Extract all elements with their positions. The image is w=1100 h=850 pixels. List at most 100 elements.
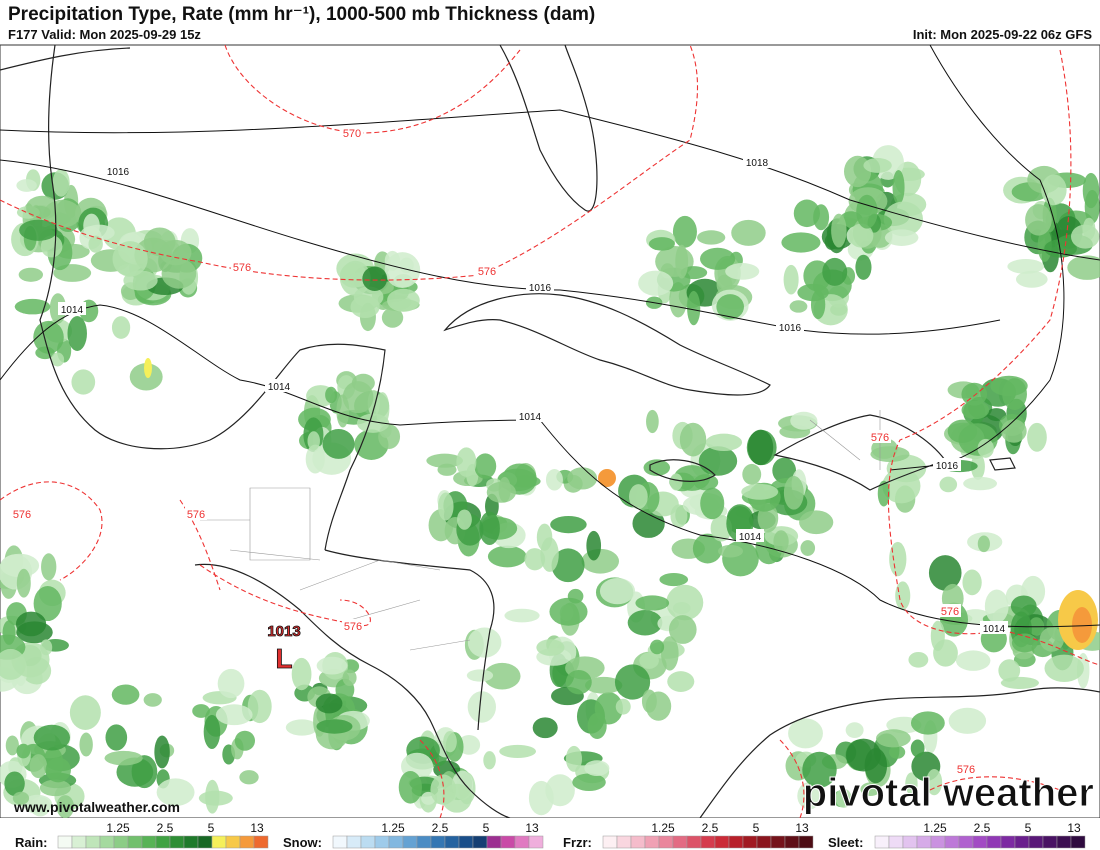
legend-swatch xyxy=(756,835,772,849)
rain-area xyxy=(567,467,598,490)
rain-area xyxy=(955,650,991,671)
legend-swatch xyxy=(616,835,632,849)
rain-area xyxy=(40,235,63,258)
legend-swatch xyxy=(784,835,800,849)
rain-area xyxy=(773,530,789,553)
rain-area xyxy=(315,693,343,714)
rain-area xyxy=(614,664,651,700)
rain-area xyxy=(16,568,31,598)
contour-labels: 1016 1014 1014 1016 1018 1016 1014 1016 1014 1014… xyxy=(11,126,1008,776)
rain-area xyxy=(39,779,71,797)
legend-tick-label: 13 xyxy=(250,821,264,835)
rain-area xyxy=(648,237,675,251)
legend-swatch xyxy=(57,835,73,849)
rain-area xyxy=(239,770,259,785)
legend-swatch xyxy=(360,835,376,849)
rain-area xyxy=(822,257,848,286)
rain-area xyxy=(26,195,59,220)
rain-area xyxy=(0,553,40,578)
rain-area xyxy=(855,254,872,280)
rain-area xyxy=(18,267,44,282)
legend-swatch xyxy=(197,835,213,849)
rain-area xyxy=(668,615,697,644)
legend-tick-label: 2.5 xyxy=(157,821,174,835)
logo: pivotal weather xyxy=(803,771,1094,815)
rain-area xyxy=(669,473,683,491)
legend-swatch xyxy=(127,835,143,849)
rain-area xyxy=(29,754,48,779)
rain-area xyxy=(356,413,390,433)
rain-area xyxy=(316,656,348,675)
legend-label: Rain: xyxy=(15,835,48,850)
rain-area xyxy=(725,263,760,280)
isobar-label: 1016 xyxy=(107,167,130,178)
rain-area xyxy=(905,772,918,795)
legend: Rain: 1.25 2.5 5 13 Snow: 1.25 2.5 5 13 Frzr: 1.25 2… xyxy=(15,821,1086,850)
rain-area xyxy=(781,232,821,253)
legend-tick-label: 1.25 xyxy=(923,821,947,835)
rain-area xyxy=(316,719,353,734)
rain-area xyxy=(203,714,221,750)
legend-swatch xyxy=(714,835,730,849)
legend-label: Frzr: xyxy=(563,835,592,850)
rain-area xyxy=(963,476,998,491)
rain-area xyxy=(700,487,725,520)
rain-area xyxy=(467,691,496,723)
rain-area xyxy=(49,293,67,324)
rain-area xyxy=(971,453,985,480)
rain-area xyxy=(217,668,245,699)
low-symbol: L xyxy=(275,643,292,674)
rain-area xyxy=(387,288,420,312)
rain-area xyxy=(687,290,701,326)
legend-swatch xyxy=(141,835,157,849)
legend-tick-label: 13 xyxy=(795,821,809,835)
rain-area xyxy=(586,530,602,561)
rain-area xyxy=(479,511,500,546)
thickness-label: 576 xyxy=(13,509,31,521)
legend-swatch xyxy=(253,835,269,849)
legend-swatch xyxy=(346,835,362,849)
legend-swatch xyxy=(472,835,488,849)
label-halo xyxy=(736,529,764,542)
legend-swatch xyxy=(85,835,101,849)
legend-swatch xyxy=(972,835,988,849)
rain-area xyxy=(790,411,818,430)
legend-swatch xyxy=(1028,835,1044,849)
legend-swatch xyxy=(1056,835,1072,849)
rain-area xyxy=(638,270,674,296)
rain-area xyxy=(594,692,623,725)
rain-area xyxy=(1067,255,1100,280)
rain-area xyxy=(104,750,143,766)
rain-area xyxy=(632,508,665,538)
rain-area xyxy=(960,609,991,624)
heavy-rain-area xyxy=(144,358,152,378)
thickness-label: 576 xyxy=(344,621,362,633)
rain-area xyxy=(71,369,96,395)
rain-area xyxy=(483,751,496,770)
rain-area xyxy=(788,718,823,749)
label-halo xyxy=(743,155,771,168)
legend-swatch xyxy=(71,835,87,849)
rain-area xyxy=(156,778,195,807)
rain-area xyxy=(307,431,320,451)
rain-area xyxy=(1041,174,1067,206)
rain-area xyxy=(350,295,380,319)
rain-area xyxy=(572,773,606,791)
legend-swatch xyxy=(728,835,744,849)
rain-area xyxy=(870,446,910,462)
rain-area xyxy=(69,695,101,730)
rain-area xyxy=(16,179,37,192)
rain-area xyxy=(693,474,719,491)
rain-area xyxy=(215,704,253,726)
label-halo xyxy=(476,264,498,277)
rain-area xyxy=(1007,259,1045,274)
rain-area xyxy=(198,790,233,806)
rain-area xyxy=(783,475,804,510)
isobar-label: 1014 xyxy=(61,305,84,316)
isobar-label: 1014 xyxy=(519,412,542,423)
rain-area xyxy=(19,219,58,241)
legend-swatch xyxy=(770,835,786,849)
rain-area xyxy=(540,537,559,572)
rain-area xyxy=(741,483,779,500)
rain-area xyxy=(41,553,57,581)
